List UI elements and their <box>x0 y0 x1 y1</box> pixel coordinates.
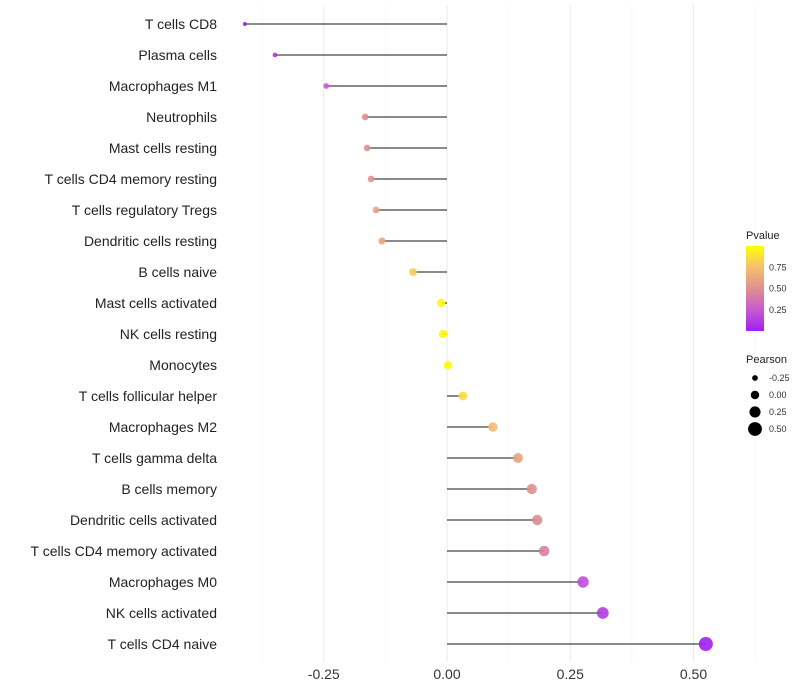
legend-title-pvalue: Pvalue <box>746 230 780 242</box>
lollipop-point <box>363 144 371 152</box>
lollipop-point <box>272 52 278 58</box>
y-tick-label: NK cells resting <box>120 326 217 342</box>
size-legend-label: 0.00 <box>769 390 787 400</box>
y-tick-label: T cells CD4 memory activated <box>31 543 217 559</box>
x-tick-label: 0.25 <box>557 666 584 682</box>
lollipop-point <box>458 391 468 401</box>
y-tick-label: Macrophages M1 <box>109 78 217 94</box>
x-tick-label: 0.00 <box>433 666 460 682</box>
lollipop-point <box>577 576 589 588</box>
lollipop-point <box>488 422 498 432</box>
lollipop-point <box>698 636 713 652</box>
y-tick-label: B cells memory <box>121 481 217 497</box>
lollipop-point <box>438 329 448 339</box>
lollipop-point <box>436 298 446 308</box>
lollipop-point <box>513 453 523 463</box>
lollipop-point <box>532 514 543 526</box>
colorbar-tick-label: 0.50 <box>769 284 787 294</box>
colorbar-tick-label: 0.25 <box>769 305 787 315</box>
y-tick-label: T cells CD4 naive <box>108 636 218 652</box>
size-legend-point <box>748 422 762 436</box>
y-tick-label: Mast cells activated <box>95 295 217 311</box>
y-tick-label: Dendritic cells resting <box>84 233 217 249</box>
y-tick-label: Monocytes <box>149 357 217 373</box>
size-legend-label: -0.25 <box>769 373 790 383</box>
y-tick-label: Mast cells resting <box>109 140 217 156</box>
y-tick-label: B cells naive <box>138 264 217 280</box>
lollipop-point <box>242 22 247 26</box>
y-tick-label: Neutrophils <box>146 109 217 125</box>
lollipop-point <box>596 607 609 619</box>
lollipop-point <box>538 545 550 557</box>
lollipop-point <box>361 113 369 121</box>
y-tick-label: T cells CD8 <box>145 16 217 32</box>
size-legend-label: 0.25 <box>769 407 787 417</box>
size-legend-label: 0.50 <box>769 424 787 434</box>
y-tick-label: NK cells activated <box>106 605 217 621</box>
size-legend-point <box>752 375 758 381</box>
y-tick-label: T cells follicular helper <box>79 388 218 404</box>
y-tick-label: T cells gamma delta <box>92 450 217 466</box>
lollipop-point <box>443 360 453 370</box>
x-tick-label: -0.25 <box>308 666 340 682</box>
size-legend-point <box>750 390 760 400</box>
y-tick-label: Macrophages M2 <box>109 419 217 435</box>
lollipop-point <box>378 237 386 245</box>
size-legend-point <box>749 406 761 418</box>
y-tick-label: T cells CD4 memory resting <box>45 171 217 187</box>
y-tick-label: Dendritic cells activated <box>70 512 217 528</box>
lollipop-point <box>526 483 537 495</box>
colorbar <box>746 246 764 331</box>
lollipop-point <box>409 268 417 276</box>
y-tick-label: Macrophages M0 <box>109 574 217 590</box>
legend-title-pearson: Pearson <box>746 354 787 366</box>
y-tick-label: T cells regulatory Tregs <box>72 202 217 218</box>
colorbar-tick-label: 0.75 <box>769 262 787 272</box>
lollipop-point <box>372 206 380 214</box>
lollipop-point <box>367 175 375 183</box>
y-tick-label: Plasma cells <box>138 47 217 63</box>
x-tick-label: 0.50 <box>680 666 707 682</box>
lollipop-point <box>323 83 330 89</box>
